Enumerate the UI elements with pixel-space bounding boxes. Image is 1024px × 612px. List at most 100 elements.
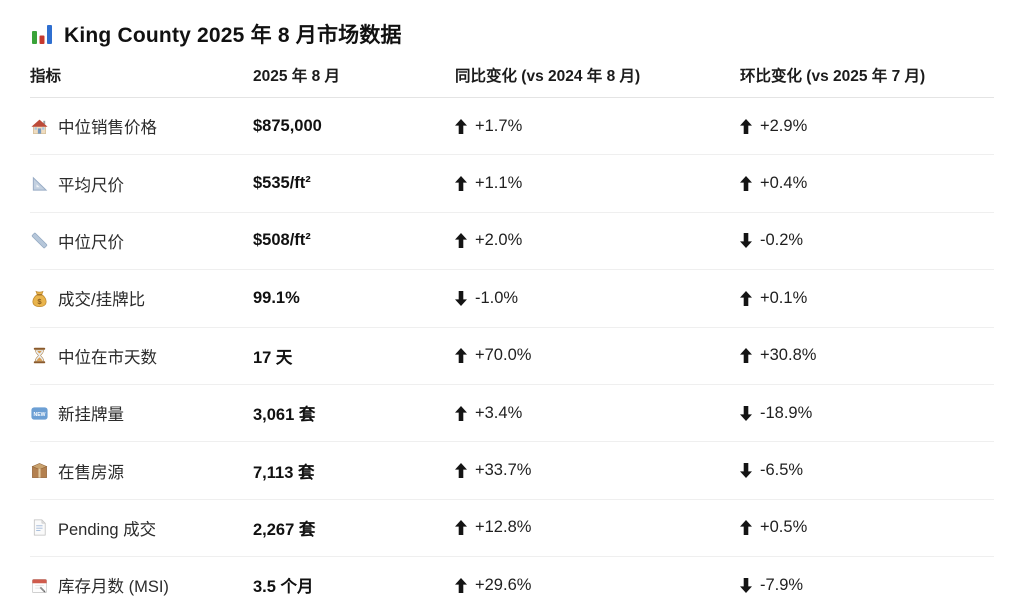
arrow-up-icon [455,118,467,134]
table-row: 中位尺价 $508/ft² +2.0% -0.2% [30,213,994,271]
arrow-up-icon [455,348,467,364]
arrow-up-icon [740,118,752,134]
column-header-metric: 指标 [30,67,62,85]
column-header-yoy-change: 同比变化 (vs 2024 年 8 月) [455,67,641,85]
yoy-change-cell: +70.0% [455,346,740,365]
table-row: $ 成交/挂牌比 99.1% -1.0% +0.1% [30,270,994,328]
metric-label: 中位销售价格 [58,119,157,138]
arrow-up-icon [455,520,467,536]
table-row: Pending 成交 2,267 套 +12.8% +0.5% [30,500,994,558]
yoy-change-value: -1.0% [475,288,519,307]
mom-change-value: +0.1% [760,288,808,307]
yoy-change-cell: +3.4% [455,404,740,423]
metric-label-cell: NEW 新挂牌量 [30,401,253,425]
table-body: 中位销售价格 $875,000 +1.7% +2.9% 平均尺价 $535/ft… [30,98,994,612]
arrow-down-icon [740,405,752,421]
arrow-up-icon [455,405,467,421]
yoy-change-value: +29.6% [475,575,532,594]
yoy-change-value: +2.0% [475,231,523,250]
yoy-change-value: +1.7% [475,116,523,135]
metric-label-cell: 在售房源 [30,459,253,483]
table-header-row: 指标 2025 年 8 月 同比变化 (vs 2024 年 8 月) 环比变化 … [30,52,994,98]
arrow-down-icon [740,577,752,593]
metric-value: 17 天 [253,348,293,367]
arrow-up-icon [455,577,467,593]
metric-label: 中位在市天数 [58,348,157,367]
mom-change-cell: +2.9% [740,117,994,136]
arrow-down-icon [740,233,752,249]
metric-label: 新挂牌量 [58,406,124,425]
metric-label-cell: Pending 成交 [30,516,253,540]
yoy-change-cell: +29.6% [455,576,740,595]
metric-value: 7,113 套 [253,463,315,482]
straight-ruler-icon [30,231,49,250]
house-icon [30,117,49,136]
mom-change-value: -6.5% [760,461,804,480]
hourglass-icon [30,346,49,365]
new-badge-icon: NEW [30,404,49,423]
arrow-up-icon [455,233,467,249]
mom-change-value: -18.9% [760,403,813,422]
metric-label: 平均尺价 [58,176,124,195]
mom-change-cell: -6.5% [740,461,994,480]
table-row: 中位在市天数 17 天 +70.0% +30.8% [30,328,994,385]
metric-label: Pending 成交 [58,520,157,539]
metric-value: $875,000 [253,116,322,135]
metric-label: 在售房源 [58,463,124,482]
yoy-change-cell: +1.1% [455,174,740,193]
arrow-up-icon [740,290,752,306]
yoy-change-value: +12.8% [475,518,532,537]
mom-change-cell: -7.9% [740,576,994,595]
yoy-change-value: +3.4% [475,403,523,422]
table-row: 平均尺价 $535/ft² +1.1% +0.4% [30,155,994,213]
arrow-up-icon [740,520,752,536]
yoy-change-cell: +12.8% [455,518,740,537]
page-title: King County 2025 年 8 月市场数据 [64,23,402,47]
page-icon [30,518,49,537]
metric-value: 2,267 套 [253,520,316,539]
metric-value: $535/ft² [253,174,311,193]
yoy-change-value: +70.0% [475,346,532,365]
yoy-change-cell: -1.0% [455,289,740,308]
mom-change-cell: +0.4% [740,174,994,193]
mom-change-value: -0.2% [760,231,804,250]
metric-label-cell: 中位尺价 [30,229,253,253]
table-row: 在售房源 7,113 套 +33.7% -6.5% [30,442,994,500]
mom-change-value: +2.9% [760,116,808,135]
mom-change-value: +30.8% [760,346,817,365]
money-bag-icon: $ [30,289,49,308]
bar-chart-icon [30,22,54,46]
svg-text:NEW: NEW [34,411,46,417]
mom-change-value: +0.4% [760,174,808,193]
calendar-icon [30,576,49,595]
svg-text:$: $ [37,297,42,306]
mom-change-cell: +0.5% [740,518,994,537]
yoy-change-cell: +1.7% [455,117,740,136]
metric-value: 3.5 个月 [253,578,314,597]
column-header-mom-change: 环比变化 (vs 2025 年 7 月) [740,67,926,85]
metric-value: 3,061 套 [253,406,316,425]
mom-change-cell: -18.9% [740,404,994,423]
metric-label: 库存月数 (MSI) [58,578,169,597]
arrow-down-icon [740,463,752,479]
arrow-up-icon [740,176,752,192]
triangular-ruler-icon [30,174,49,193]
column-header-value: 2025 年 8 月 [253,67,341,85]
metric-value: $508/ft² [253,231,311,250]
metric-label-cell: 中位销售价格 [30,114,253,138]
arrow-up-icon [455,463,467,479]
metric-label-cell: 中位在市天数 [30,344,253,368]
mom-change-value: +0.5% [760,518,808,537]
metric-label-cell: 库存月数 (MSI) [30,573,253,597]
arrow-down-icon [455,290,467,306]
arrow-up-icon [455,176,467,192]
mom-change-cell: +30.8% [740,346,994,365]
metric-label-cell: $ 成交/挂牌比 [30,286,253,310]
metric-label-cell: 平均尺价 [30,172,253,196]
metric-label: 中位尺价 [58,233,124,252]
metric-value: 99.1% [253,288,300,307]
page-title-row: King County 2025 年 8 月市场数据 [30,0,994,52]
mom-change-cell: +0.1% [740,289,994,308]
yoy-change-cell: +2.0% [455,231,740,250]
